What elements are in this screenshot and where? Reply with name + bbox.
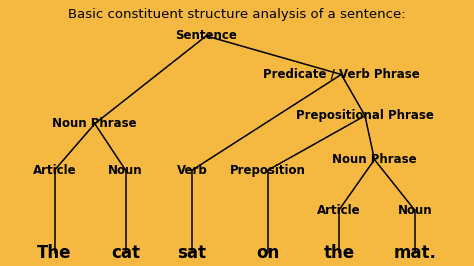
Text: Noun: Noun [397, 204, 432, 217]
Text: the: the [323, 244, 355, 262]
Text: sat: sat [177, 244, 207, 262]
Text: Basic constituent structure analysis of a sentence:: Basic constituent structure analysis of … [68, 8, 406, 21]
Text: on: on [256, 244, 280, 262]
Text: Noun Phrase: Noun Phrase [332, 153, 417, 166]
Text: Predicate / Verb Phrase: Predicate / Verb Phrase [263, 68, 419, 81]
Text: cat: cat [111, 244, 140, 262]
Text: Verb: Verb [177, 164, 207, 177]
Text: Noun Phrase: Noun Phrase [53, 117, 137, 130]
Text: Article: Article [33, 164, 76, 177]
Text: Noun: Noun [108, 164, 143, 177]
Text: Preposition: Preposition [230, 164, 306, 177]
Text: Article: Article [317, 204, 361, 217]
Text: Prepositional Phrase: Prepositional Phrase [296, 109, 434, 122]
Text: mat.: mat. [393, 244, 436, 262]
Text: Sentence: Sentence [175, 30, 237, 42]
Text: The: The [37, 244, 72, 262]
